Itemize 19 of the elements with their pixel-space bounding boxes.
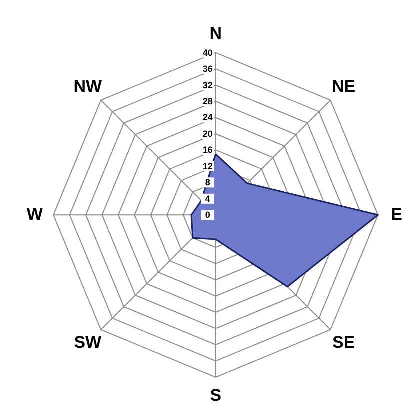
spoke-label: S <box>210 386 222 406</box>
spoke-label: N <box>210 24 222 44</box>
spoke-label: NW <box>74 77 104 96</box>
y-tick-label: 20 <box>202 128 213 139</box>
spoke-label: W <box>26 205 44 224</box>
y-tick-label: 4 <box>205 194 210 204</box>
y-tick-label: 12 <box>202 161 213 172</box>
spoke-label: SE <box>332 333 356 352</box>
y-tick-label: 16 <box>202 145 213 156</box>
y-tick-label: 32 <box>202 80 213 90</box>
y-tick-label: 28 <box>202 96 213 107</box>
spoke-label: NE <box>332 77 356 96</box>
y-tick-label: 0 <box>205 210 210 220</box>
y-tick-label: 8 <box>205 178 210 188</box>
spoke-label: E <box>391 205 402 224</box>
y-tick-label: 36 <box>202 64 213 74</box>
y-tick-label: 24 <box>202 112 213 123</box>
spoke-label: SW <box>74 333 103 352</box>
y-tick-label: 40 <box>202 48 213 58</box>
